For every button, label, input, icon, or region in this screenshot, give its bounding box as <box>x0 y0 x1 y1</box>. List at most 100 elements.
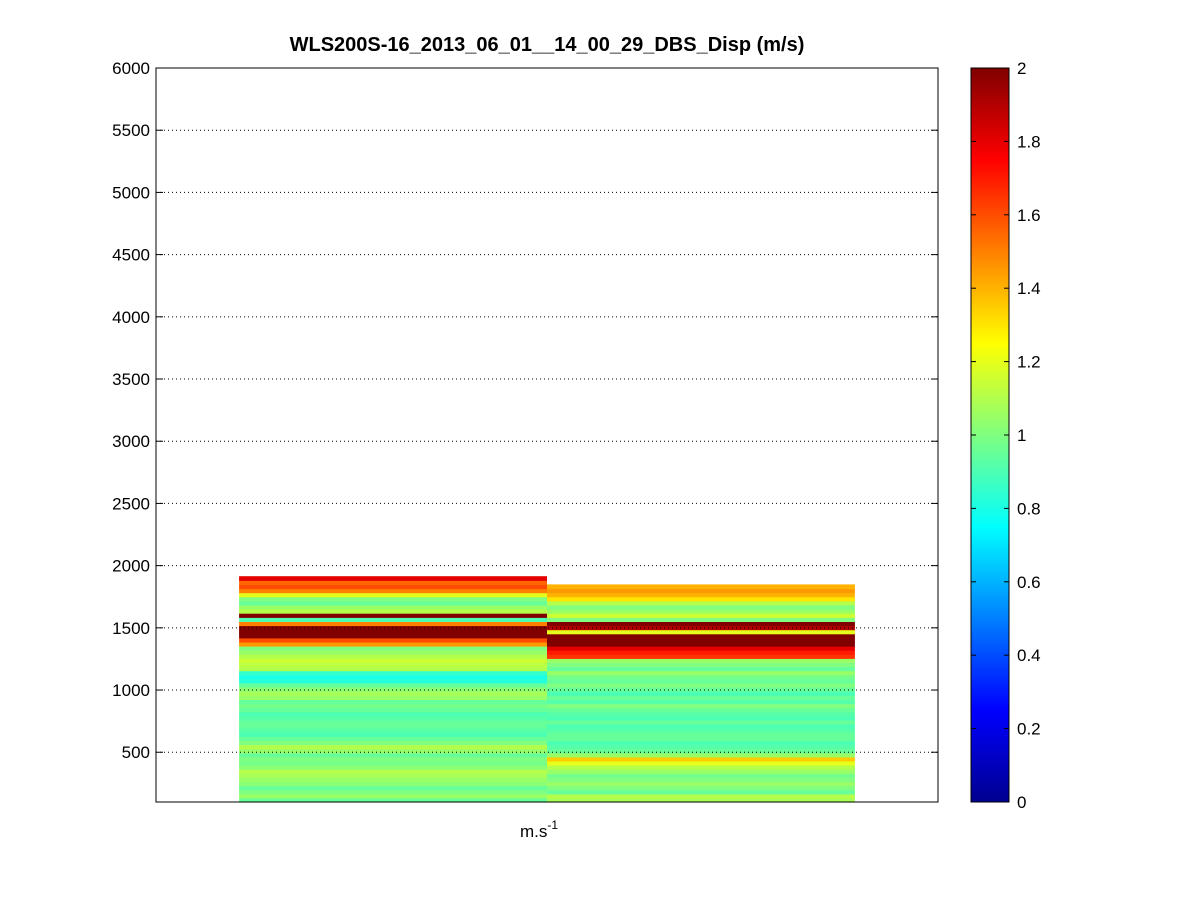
heatmap-cell <box>547 789 855 795</box>
heatmap-cell <box>547 773 855 778</box>
heatmap-cell <box>547 695 855 700</box>
heatmap-cell <box>239 666 547 672</box>
heatmap-cell <box>239 785 547 791</box>
y-tick-label: 5000 <box>112 183 150 202</box>
colorbar-tick-label: 0.4 <box>1017 646 1041 665</box>
colorbar-tick-label: 2 <box>1017 59 1026 78</box>
colorbar-tick-label: 1.2 <box>1017 353 1041 372</box>
heatmap-cell <box>239 687 547 692</box>
heatmap-cell <box>547 781 855 787</box>
heatmap-cell <box>239 789 547 795</box>
y-tick-label: 1000 <box>112 681 150 700</box>
heatmap-cell <box>239 740 547 746</box>
colorbar <box>970 67 1010 803</box>
heatmap-cell <box>239 674 547 680</box>
heatmap-cell <box>239 600 547 606</box>
heatmap-cell <box>239 678 547 684</box>
heatmap-cell <box>239 617 547 622</box>
heatmap-cell <box>547 711 855 717</box>
heatmap-cell <box>547 650 855 655</box>
heatmap-cell <box>239 658 547 663</box>
heatmap-cell <box>547 633 855 639</box>
heatmap-cell <box>547 670 855 676</box>
heatmap-cell <box>547 740 855 746</box>
heatmap-cell <box>239 580 547 585</box>
heatmap-cell <box>547 629 855 635</box>
x-axis-label: m.s-1 <box>520 818 558 841</box>
heatmap-cell <box>547 658 855 663</box>
heatmap-cell <box>239 744 547 750</box>
colorbar-tick-label: 1 <box>1017 426 1026 445</box>
heatmap-cell <box>239 576 547 581</box>
heatmap-cell <box>547 728 855 733</box>
heatmap-cell <box>239 703 547 709</box>
heatmap-cell <box>239 732 547 737</box>
heatmap-cell <box>239 691 547 696</box>
x-axis-label-exponent: -1 <box>547 818 558 832</box>
heatmap-cell <box>239 670 547 676</box>
heatmap-cell <box>547 691 855 696</box>
plot-area-frame <box>155 67 939 803</box>
heatmap-cell <box>547 609 855 614</box>
y-tick-label: 2000 <box>112 557 150 576</box>
heatmap-cell <box>239 609 547 614</box>
heatmap-cell <box>547 588 855 594</box>
heatmap-cell <box>239 760 547 766</box>
heatmap-cell <box>547 666 855 672</box>
heatmap-cell <box>239 711 547 717</box>
heatmap-cell <box>547 604 855 610</box>
heatmap-cell <box>239 592 547 598</box>
y-tick-label: 4500 <box>112 246 150 265</box>
y-tick-label: 500 <box>122 743 150 762</box>
colorbar-ticks: 0 0.2 0.4 0.6 0.8 1 1.2 1.4 1.6 1.8 2 <box>971 59 1041 812</box>
heatmap-cell <box>547 687 855 692</box>
heatmap-cell <box>547 724 855 729</box>
heatmap-cell <box>239 781 547 787</box>
heatmap-cell <box>547 617 855 622</box>
heatmap-cell <box>547 793 855 799</box>
heatmap-cell <box>239 613 547 618</box>
heatmap-cell <box>547 760 855 766</box>
colorbar-tick-label: 0.8 <box>1017 499 1041 518</box>
heatmap-cell <box>547 732 855 737</box>
heatmap-cell <box>547 621 855 627</box>
heatmap-cell <box>547 769 855 774</box>
heatmap-cell <box>547 637 855 643</box>
y-tick-label: 1500 <box>112 619 150 638</box>
heatmap-cell <box>547 600 855 606</box>
heatmap-cell <box>239 769 547 774</box>
heatmap-cell <box>547 662 855 668</box>
heatmap-cell <box>239 654 547 659</box>
heatmap-cell <box>239 699 547 705</box>
heatmap-cell <box>239 596 547 602</box>
colorbar-tick-label: 1.6 <box>1017 206 1041 225</box>
heatmap-cell <box>239 724 547 729</box>
y-tick-label: 5500 <box>112 121 150 140</box>
heatmap-cells <box>239 576 855 803</box>
colorbar-tick-label: 0.6 <box>1017 573 1041 592</box>
colorbar-tick-label: 0 <box>1017 793 1026 812</box>
heatmap-cell <box>239 646 547 651</box>
heatmap-cell <box>239 604 547 610</box>
y-tick-label: 3500 <box>112 370 150 389</box>
heatmap-cell <box>239 584 547 590</box>
heatmap-cell <box>239 719 547 725</box>
heatmap-cell <box>239 756 547 762</box>
heatmap-cell <box>547 678 855 684</box>
heatmap-cell <box>547 719 855 725</box>
y-tick-label: 4000 <box>112 308 150 327</box>
heatmap-cell <box>547 699 855 705</box>
colorbar-tick-label: 1.8 <box>1017 132 1041 151</box>
heatmap-cell <box>239 748 547 754</box>
heatmap-cell <box>547 596 855 602</box>
heatmap-cell <box>547 744 855 750</box>
heatmap-cell <box>547 797 855 803</box>
heatmap-cell <box>239 637 547 643</box>
heatmap-cell <box>239 650 547 655</box>
heatmap-cell <box>547 785 855 791</box>
heatmap-cell <box>239 728 547 733</box>
heatmap-cell <box>547 748 855 754</box>
heatmap-cell <box>239 621 547 627</box>
y-axis-ticks: 500 1000 1500 2000 2500 3000 3500 4000 4500 5000 5… <box>112 59 938 762</box>
